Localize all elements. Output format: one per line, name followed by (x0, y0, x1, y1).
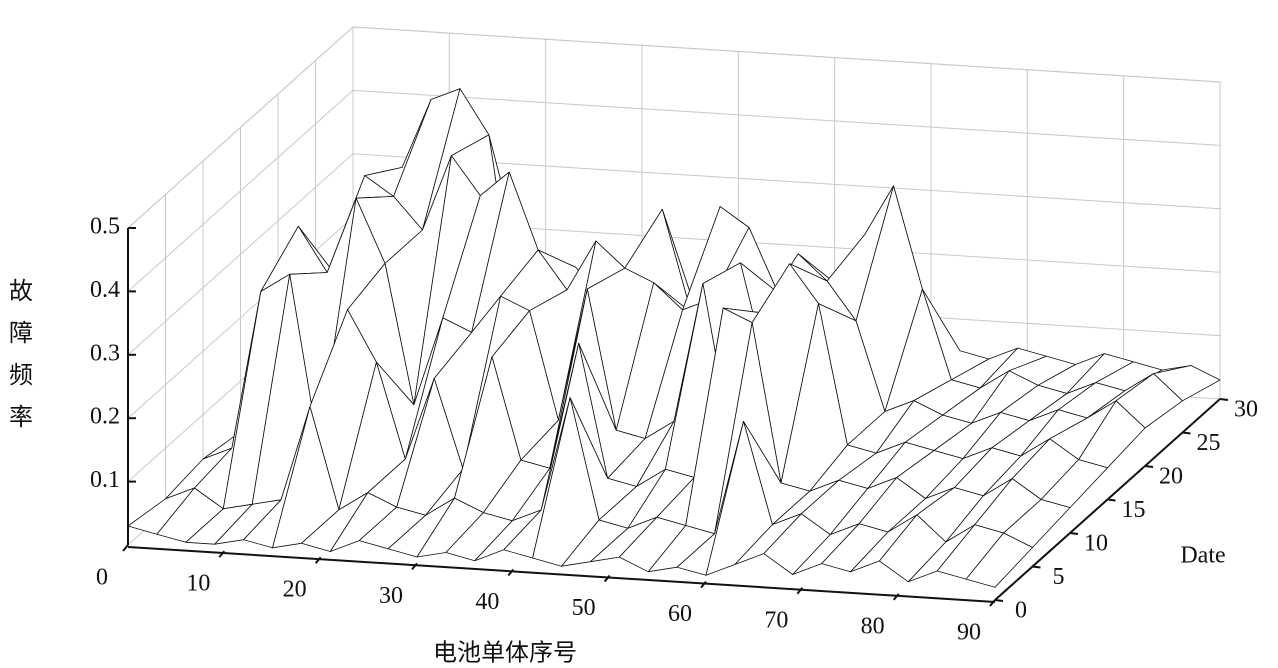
y-tick (1107, 498, 1116, 502)
y-tick (1182, 431, 1191, 435)
x-tick (218, 550, 226, 558)
y-tick-label: 30 (1234, 397, 1258, 423)
x-tick-label: 0 (96, 565, 108, 591)
x-tick-label: 70 (764, 607, 788, 633)
x-tick-label: 50 (572, 595, 596, 621)
z-tick-label: 0.3 (90, 340, 120, 366)
x-tick (989, 599, 996, 607)
x-tick-label: 60 (668, 601, 692, 627)
z-tick-label: 0.5 (90, 214, 120, 240)
x-tick-label: 20 (283, 577, 307, 603)
x-tick (122, 544, 129, 552)
z-tick-label: 0.2 (90, 404, 120, 430)
x-tick (314, 556, 322, 564)
grid-line (127, 153, 1221, 356)
x-tick-label: 80 (861, 613, 885, 639)
y-tick (1069, 532, 1079, 535)
x-tick-label: 90 (957, 620, 981, 646)
surface (127, 88, 1221, 588)
x-tick-label: 10 (186, 571, 210, 597)
y-tick-label: 5 (1053, 564, 1065, 590)
y-tick-label: 20 (1159, 464, 1183, 490)
y-tick-label: 15 (1122, 497, 1146, 523)
y-tick-label: 10 (1084, 531, 1108, 557)
z-tick-label: 0.1 (90, 467, 120, 493)
x-axis-label: 电池单体序号 (433, 640, 577, 667)
y-tick (1144, 465, 1154, 468)
y-tick (994, 599, 1004, 602)
surface-cell (965, 532, 1033, 588)
x-tick (700, 581, 707, 589)
x-tick (507, 568, 515, 577)
y-tick-label: 0 (1015, 598, 1027, 624)
axes: 0 10 20 30 40 50 60 70 80 900510152025300.10.20.3… (90, 214, 1258, 646)
x-tick-label: 30 (379, 583, 403, 609)
x-tick (411, 562, 418, 570)
x-tick (603, 574, 611, 583)
grid-line (127, 89, 1221, 292)
y-tick-label: 25 (1197, 430, 1221, 456)
x-axis (127, 546, 996, 603)
y-axis-label: Date (1180, 543, 1225, 569)
x-tick-label: 40 (475, 589, 499, 615)
z-tick-label: 0.4 (90, 277, 120, 303)
x-tick (796, 587, 804, 595)
grid-line (127, 26, 1221, 229)
y-tick (1219, 398, 1229, 401)
y-tick (1032, 565, 1041, 569)
z-axis-label: 故障频率 (4, 278, 32, 446)
x-tick (892, 593, 900, 601)
